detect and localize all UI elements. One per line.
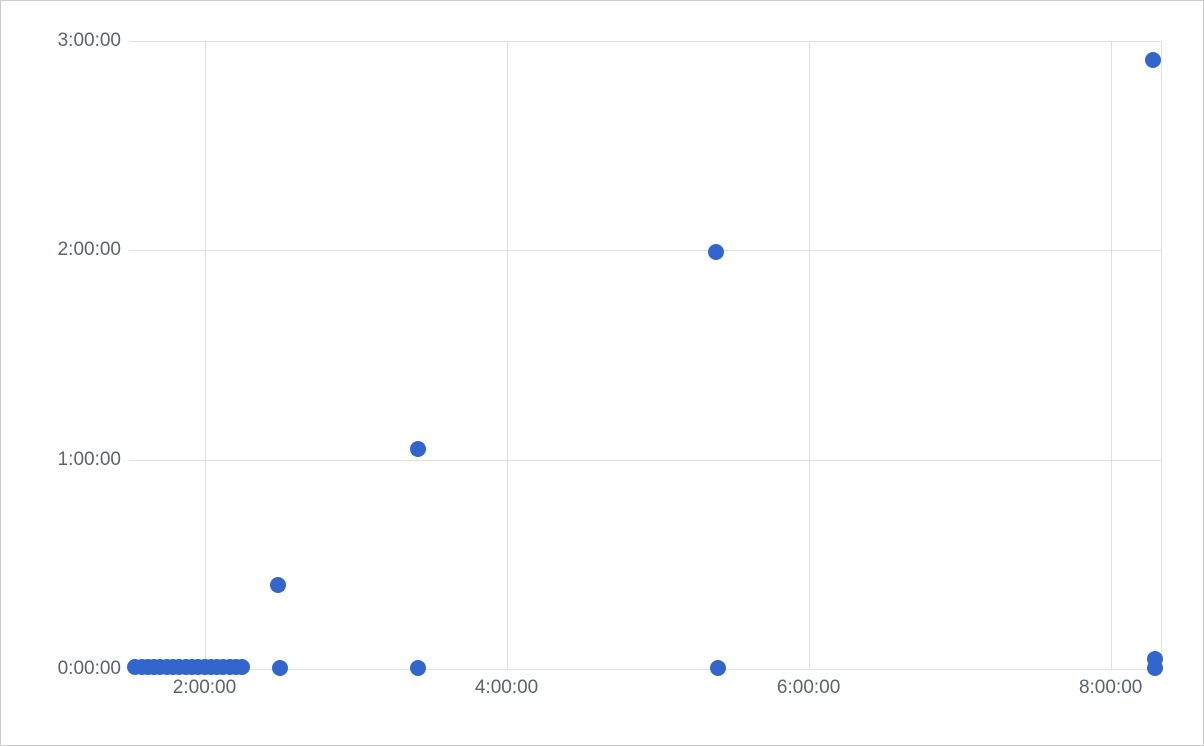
y-axis-label: 2:00:00 <box>58 239 121 261</box>
gridline-horizontal <box>129 460 1161 461</box>
y-axis-label: 0:00:00 <box>58 658 121 680</box>
data-point <box>410 441 426 457</box>
data-point <box>1145 52 1161 68</box>
data-point <box>710 660 726 676</box>
gridline-vertical <box>205 41 206 669</box>
y-axis-label: 1:00:00 <box>58 449 121 471</box>
gridline-vertical <box>1111 41 1112 669</box>
gridline-horizontal <box>129 41 1161 42</box>
data-point <box>708 244 724 260</box>
x-axis-label: 4:00:00 <box>475 677 538 699</box>
data-point <box>272 660 288 676</box>
data-point <box>234 659 250 675</box>
gridline-vertical <box>1161 41 1162 669</box>
gridline-horizontal <box>129 250 1161 251</box>
gridline-vertical <box>809 41 810 669</box>
data-point <box>1147 660 1163 676</box>
x-axis-label: 2:00:00 <box>173 677 236 699</box>
x-axis-label: 6:00:00 <box>777 677 840 699</box>
scatter-chart: 2:00:00 4:00:00 6:00:00 8:00:00 0:00:00 1:00:… <box>0 0 1204 746</box>
y-axis-label: 3:00:00 <box>58 30 121 52</box>
gridline-vertical <box>507 41 508 669</box>
x-axis-label: 8:00:00 <box>1079 677 1142 699</box>
data-point <box>270 577 286 593</box>
plot-area: 2:00:004:00:006:00:008:00:000:00:001:00:… <box>129 41 1161 669</box>
data-point <box>410 660 426 676</box>
